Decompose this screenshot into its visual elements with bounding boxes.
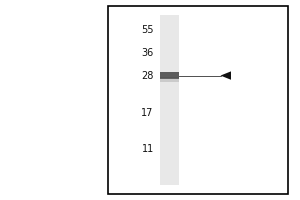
Text: 55: 55 [141,25,154,35]
Text: 28: 28 [141,71,154,81]
Bar [108,6,288,194]
Bar [160,72,179,79]
Text: 17: 17 [141,108,154,118]
Bar [160,72,179,77]
Text: 36: 36 [142,48,154,58]
Polygon shape [220,71,231,80]
Bar [160,15,179,185]
Text: 11: 11 [142,144,154,154]
Bar [160,78,179,82]
